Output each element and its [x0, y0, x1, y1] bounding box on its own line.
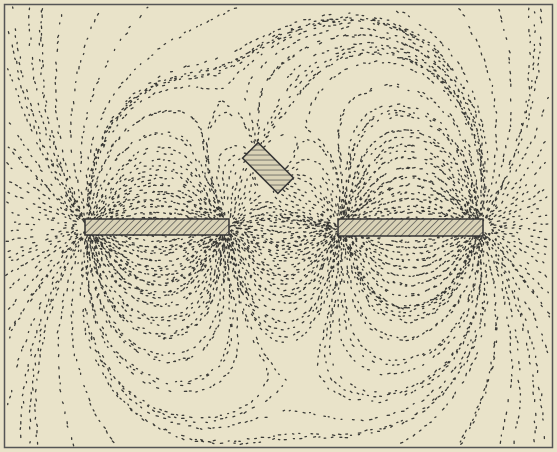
frame	[3, 3, 554, 449]
small-magnet	[241, 141, 295, 195]
left-magnet	[84, 218, 230, 236]
right-magnet	[337, 218, 484, 237]
